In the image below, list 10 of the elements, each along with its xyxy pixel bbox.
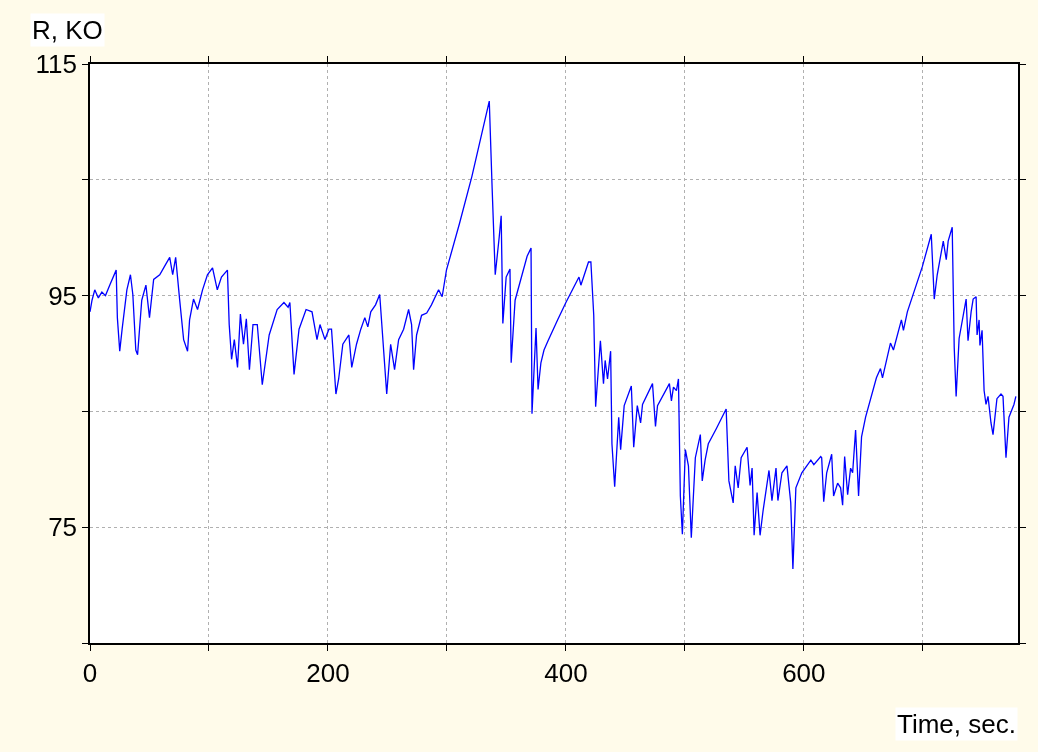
y-tick-label: 95 (48, 280, 78, 311)
x-tick-label: 200 (306, 657, 350, 688)
y-axis-title: R, KO (32, 15, 103, 45)
x-tick-label: 0 (82, 657, 98, 688)
y-tick-label: 75 (48, 512, 78, 543)
x-axis-title: Time, sec. (897, 709, 1016, 739)
x-tick-label: 400 (544, 657, 588, 688)
x-tick-label: 600 (782, 657, 826, 688)
y-tick-label: 115 (35, 49, 78, 80)
line-series (90, 100, 1017, 570)
